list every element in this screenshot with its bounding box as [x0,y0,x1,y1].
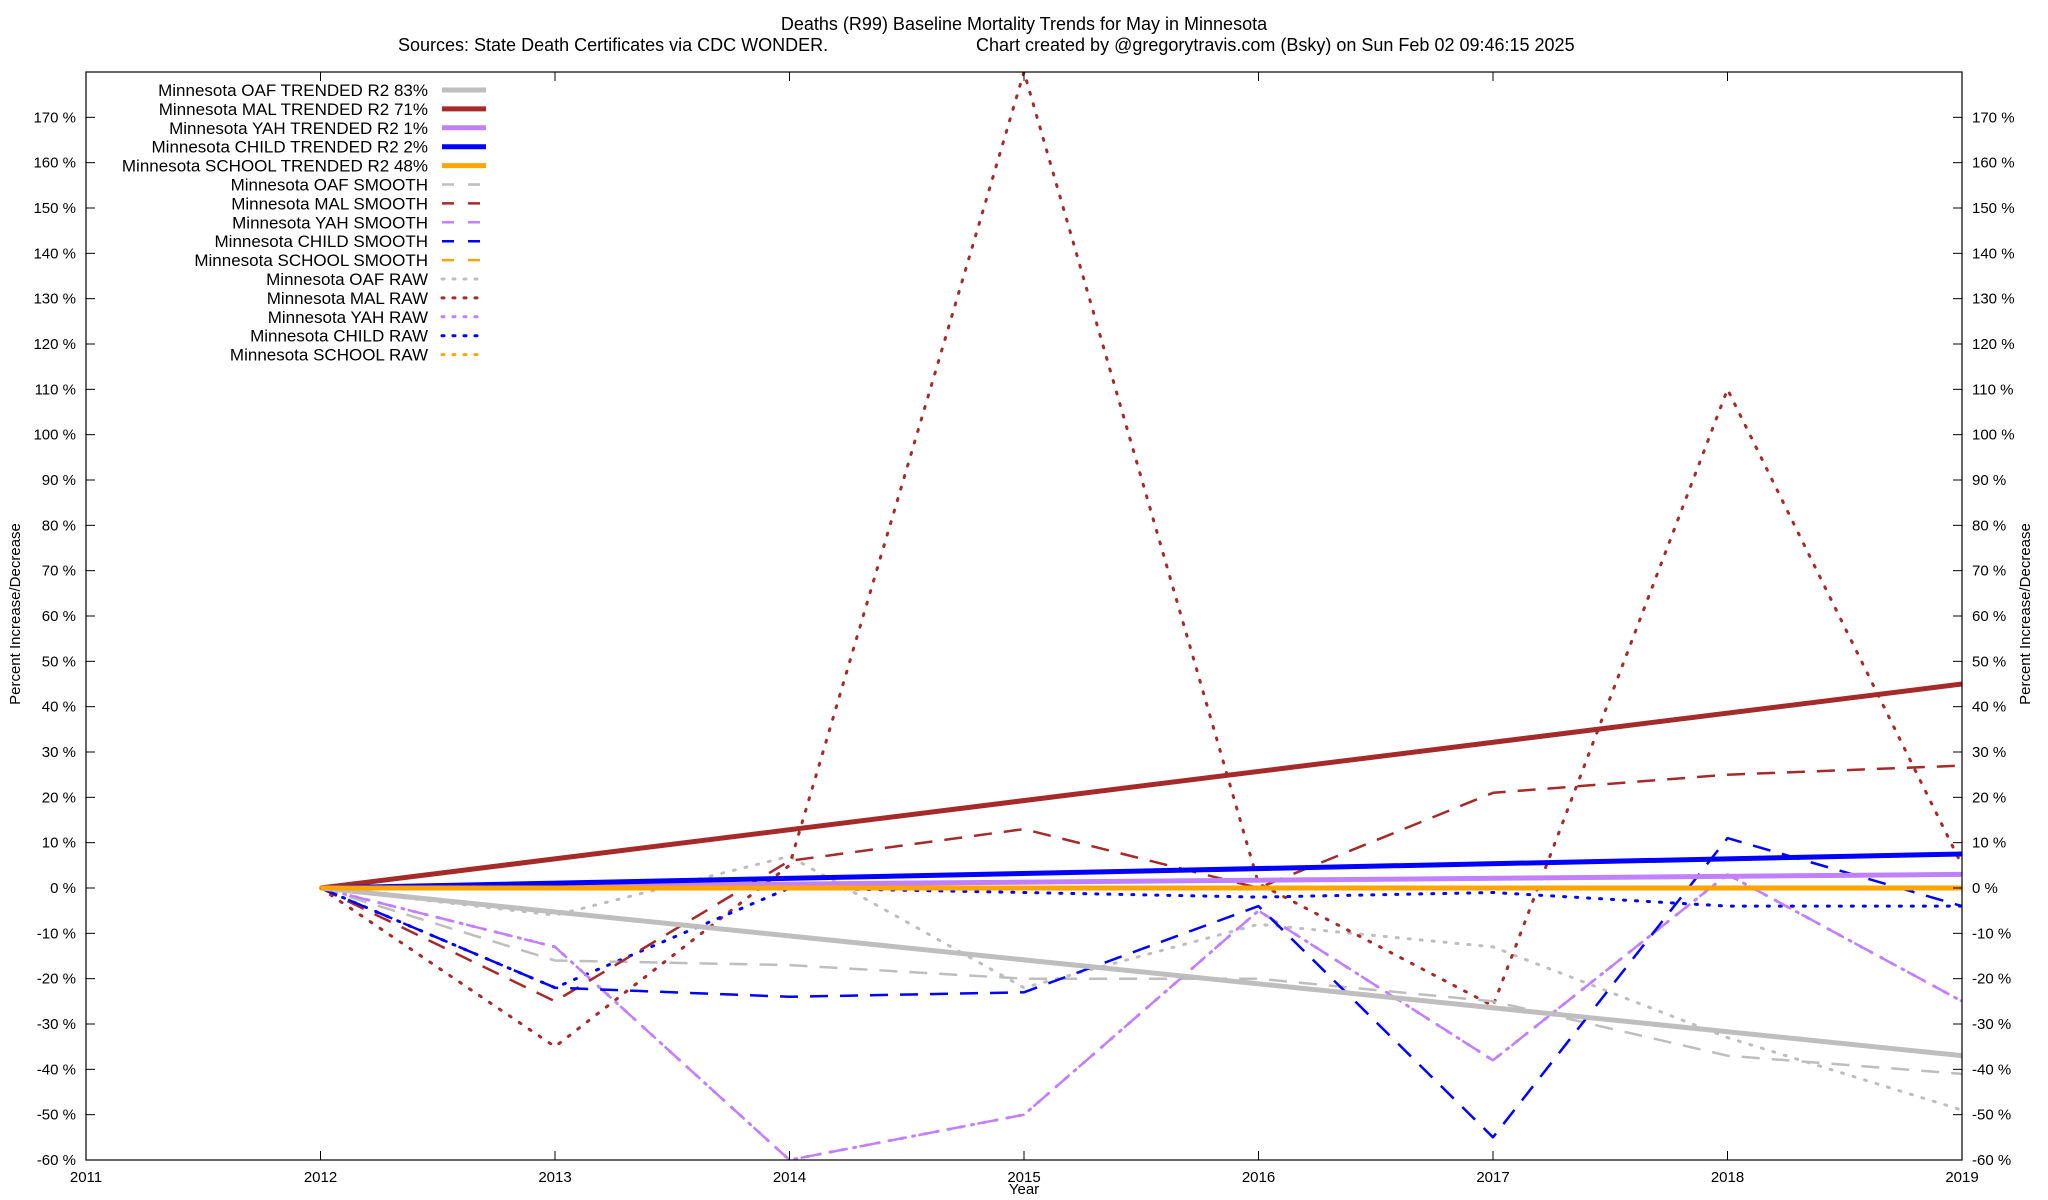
legend-label-3: Minnesota CHILD TRENDED R2 2% [152,138,429,157]
y-tick-label-left: 160 % [33,155,76,172]
x-tick-label: 2016 [1242,1169,1275,1186]
y-tick-label-left: 20 % [42,789,76,806]
x-tick-label: 2017 [1476,1169,1509,1186]
y-tick-label-right: 160 % [1972,155,2015,172]
legend-label-0: Minnesota OAF TRENDED R2 83% [158,81,428,100]
y-tick-label-left: 50 % [42,653,76,670]
chart-source: Sources: State Death Certificates via CD… [398,35,828,55]
y-tick-label-right: 30 % [1972,744,2006,761]
y-tick-label-right: 20 % [1972,789,2006,806]
y-tick-label-right: 110 % [1972,381,2013,398]
legend-label-10: Minnesota OAF RAW [266,270,428,289]
y-tick-label-right: 80 % [1972,517,2006,534]
y-tick-label-right: 10 % [1972,835,2006,852]
y-tick-label-right: -40 % [1972,1061,2011,1078]
legend: Minnesota OAF TRENDED R2 83%Minnesota MA… [122,81,488,365]
series-line-8 [320,836,1962,1139]
x-tick-label: 2011 [70,1169,102,1186]
y-tick-label-right: -50 % [1972,1107,2011,1124]
y-tick-label-right: 170 % [1972,109,2015,126]
y-tick-label-right: -10 % [1972,925,2011,942]
x-tick-label: 2013 [538,1169,571,1186]
series-line-10 [319,854,1962,1112]
legend-label-4: Minnesota SCHOOL TRENDED R2 48% [122,157,428,176]
y-tick-label-left: 30 % [42,744,76,761]
y-tick-label-left: 0 % [50,880,76,897]
y-tick-label-right: -30 % [1972,1016,2011,1033]
series-line-0 [320,885,1962,1059]
y-axis-label: Percent Increase/Decrease [7,523,24,705]
y-tick-label-right: 0 % [1972,880,1998,897]
y-tick-label-right: 40 % [1972,699,2006,716]
y-tick-label-right: 140 % [1972,245,2015,262]
x-tick-label: 2014 [773,1169,806,1186]
y-tick-label-left: 60 % [42,608,76,625]
y-tick-label-left: -20 % [37,971,76,988]
y-tick-label-left: 170 % [33,109,76,126]
y-tick-label-left: 10 % [42,835,76,852]
y-tick-label-right: 90 % [1972,472,2006,489]
series-line-3 [320,851,1962,891]
chart-credit: Chart created by @gregorytravis.com (Bsk… [976,35,1575,55]
x-tick-label: 2019 [1945,1169,1978,1186]
series-line-6 [319,764,1962,1003]
y-tick-label-left: 150 % [33,200,76,217]
y-tick-label-left: -30 % [37,1016,76,1033]
legend-label-5: Minnesota OAF SMOOTH [231,176,428,195]
x-tick-label: 2018 [1711,1169,1744,1186]
series-line-11 [319,72,1962,1049]
series-layer [319,72,1962,1160]
y-tick-label-left: -60 % [37,1152,76,1169]
y-tick-label-right: 150 % [1972,200,2015,217]
y-tick-label-left: 140 % [33,245,76,262]
legend-label-12: Minnesota YAH RAW [268,308,428,327]
y-tick-label-right: 70 % [1972,563,2006,580]
x-axis-label: Year [1009,1181,1039,1198]
y-tick-label-right: 50 % [1972,653,2006,670]
series-line-7 [320,873,1962,1160]
y-tick-label-right: 130 % [1972,291,2015,308]
series-line-5 [320,886,1962,1076]
legend-label-13: Minnesota CHILD RAW [250,327,428,346]
series-line-1 [320,681,1962,891]
y-tick-label-right: -20 % [1972,971,2011,988]
y-tick-label-left: -10 % [37,925,76,942]
y-tick-label-right: 60 % [1972,608,2006,625]
y-tick-label-left: 120 % [33,336,76,353]
y-tick-label-left: 110 % [35,381,76,398]
legend-label-14: Minnesota SCHOOL RAW [230,346,428,365]
y-tick-label-left: 70 % [42,563,76,580]
y-tick-label-left: 130 % [33,291,76,308]
y-tick-label-right: 100 % [1972,427,2015,444]
legend-label-1: Minnesota MAL TRENDED R2 71% [159,100,428,119]
legend-label-2: Minnesota YAH TRENDED R2 1% [169,119,428,138]
legend-label-9: Minnesota SCHOOL SMOOTH [194,251,428,270]
y-tick-label-right: 120 % [1972,336,2015,353]
y-tick-label-left: 40 % [42,699,76,716]
legend-label-11: Minnesota MAL RAW [267,289,428,308]
y-tick-label-left: 100 % [33,427,76,444]
y-tick-label-left: 80 % [42,517,76,534]
y2-axis-label: Percent Increase/Decrease [2017,523,2034,705]
chart-title: Deaths (R99) Baseline Mortality Trends f… [781,14,1268,34]
x-tick-label: 2015 [1007,1169,1040,1186]
y-tick-label-left: -50 % [37,1107,76,1124]
legend-label-7: Minnesota YAH SMOOTH [232,213,428,232]
series-line-12 [319,872,1962,1160]
y-tick-label-right: -60 % [1972,1152,2011,1169]
legend-label-8: Minnesota CHILD SMOOTH [215,232,429,251]
ticks-layer: -60 % -60 % -50 % -50 % -40 % -40 % -30 % -30 %… [33,72,2015,1186]
y-tick-label-left: -40 % [37,1061,76,1078]
legend-label-6: Minnesota MAL SMOOTH [231,194,428,213]
y-tick-label-left: 90 % [42,472,76,489]
x-tick-label: 2012 [304,1169,337,1186]
